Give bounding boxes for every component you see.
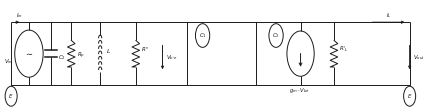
Text: $R'_L$: $R'_L$	[339, 45, 348, 55]
Text: $E$: $E$	[407, 92, 412, 100]
Text: $I_L$: $I_L$	[386, 11, 391, 20]
Text: $\sim$: $\sim$	[24, 48, 34, 57]
Text: $I_{in}$: $I_{in}$	[16, 11, 22, 20]
Text: $g_m \cdot V_{b\'e}$: $g_m \cdot V_{b\'e}$	[289, 86, 310, 95]
Text: $L$: $L$	[106, 47, 111, 55]
Text: $C_2$: $C_2$	[272, 31, 280, 40]
Text: $V_{in}$: $V_{in}$	[4, 57, 14, 65]
Text: $C_1$: $C_1$	[199, 31, 206, 40]
Text: $E$: $E$	[8, 92, 14, 100]
Text: $R_p$: $R_p$	[77, 51, 85, 61]
Text: $C_2$: $C_2$	[58, 53, 66, 62]
Text: $R''$: $R''$	[141, 46, 149, 54]
Text: $V_{out}$: $V_{out}$	[413, 53, 423, 62]
Text: $V_{b'e}$: $V_{b'e}$	[166, 53, 178, 62]
